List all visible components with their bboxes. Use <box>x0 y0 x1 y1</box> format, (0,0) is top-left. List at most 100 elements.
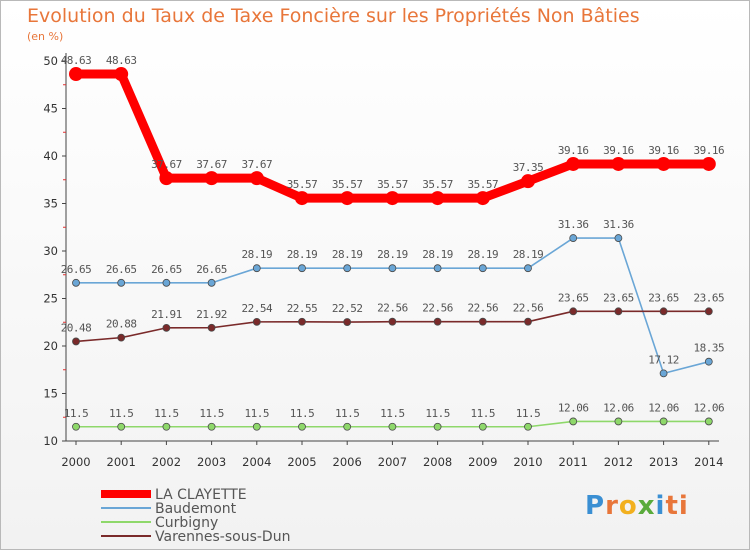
data-point <box>569 307 578 316</box>
data-point <box>656 156 671 171</box>
x-tick-label: 2014 <box>694 455 723 469</box>
data-label: 12.06 <box>693 401 724 414</box>
data-label: 39.16 <box>558 144 589 157</box>
data-point <box>704 417 713 426</box>
x-tick-label: 2009 <box>468 455 497 469</box>
data-point <box>385 191 400 206</box>
data-label: 11.5 <box>290 407 315 420</box>
legend-label: LA CLAYETTE <box>155 487 247 503</box>
data-label: 22.56 <box>422 302 453 315</box>
data-label: 11.5 <box>425 407 450 420</box>
data-point <box>433 422 442 431</box>
data-point <box>478 422 487 431</box>
data-label: 37.35 <box>513 161 544 174</box>
data-point <box>252 317 261 326</box>
data-point <box>524 264 532 273</box>
proxiti-logo: Proxiti <box>585 491 689 521</box>
data-label: 28.19 <box>377 248 408 261</box>
data-point <box>204 171 219 186</box>
data-label: 11.5 <box>516 407 541 420</box>
data-point <box>475 191 490 206</box>
x-tick-label: 2010 <box>513 455 542 469</box>
data-label: 31.36 <box>558 218 589 231</box>
data-point <box>524 317 532 326</box>
data-label: 21.92 <box>196 308 227 321</box>
x-tick-label: 2002 <box>152 455 181 469</box>
data-point <box>433 317 442 326</box>
data-label: 11.5 <box>245 407 270 420</box>
data-label: 26.65 <box>106 263 137 276</box>
data-point <box>252 264 261 273</box>
data-label: 22.56 <box>513 302 544 315</box>
y-tick-label: 50 <box>43 54 58 68</box>
data-label: 22.56 <box>377 302 408 315</box>
legend-label: Varennes-sous-Dun <box>155 529 290 545</box>
data-point <box>207 422 216 431</box>
x-tick-label: 2000 <box>61 455 90 469</box>
data-point <box>569 417 578 426</box>
data-point <box>524 422 532 431</box>
data-label: 22.56 <box>467 302 498 315</box>
data-point <box>162 323 171 332</box>
data-label: 26.65 <box>61 263 92 276</box>
data-point <box>614 417 623 426</box>
y-tick-label: 20 <box>43 339 58 353</box>
data-label: 35.57 <box>332 178 363 191</box>
data-label: 37.67 <box>196 158 227 171</box>
data-point <box>388 317 397 326</box>
data-label: 28.19 <box>287 248 318 261</box>
data-point <box>614 234 623 242</box>
data-label: 22.54 <box>241 302 272 315</box>
x-tick-label: 2011 <box>559 455 588 469</box>
data-point <box>207 323 216 332</box>
data-point <box>117 333 126 342</box>
y-tick-label: 35 <box>43 197 58 211</box>
data-label: 18.35 <box>693 342 724 355</box>
data-label: 39.16 <box>693 144 724 157</box>
data-point <box>433 264 442 273</box>
data-point <box>252 422 261 431</box>
data-point <box>478 317 487 326</box>
data-label: 11.5 <box>335 407 360 420</box>
data-label: 37.67 <box>151 158 182 171</box>
data-point <box>117 422 126 431</box>
x-tick-label: 2004 <box>242 455 271 469</box>
data-label: 39.16 <box>603 144 634 157</box>
data-label: 35.57 <box>422 178 453 191</box>
data-label: 11.5 <box>471 407 496 420</box>
data-label: 22.52 <box>332 302 363 315</box>
data-label: 11.5 <box>109 407 134 420</box>
data-label: 23.65 <box>603 291 634 304</box>
x-tick-label: 2008 <box>423 455 452 469</box>
data-label: 22.55 <box>287 302 318 315</box>
data-point <box>430 191 445 206</box>
x-tick-label: 2001 <box>107 455 136 469</box>
data-point <box>388 264 397 273</box>
data-label: 12.06 <box>648 401 679 414</box>
y-tick-label: 15 <box>43 387 58 401</box>
data-label: 11.5 <box>380 407 405 420</box>
data-point <box>388 422 397 431</box>
data-label: 48.63 <box>61 54 92 67</box>
data-point <box>159 171 174 186</box>
data-point <box>249 171 264 186</box>
data-point <box>521 174 535 189</box>
y-tick-label: 25 <box>43 292 58 306</box>
x-tick-label: 2005 <box>287 455 316 469</box>
x-tick-label: 2006 <box>333 455 362 469</box>
chart-subtitle: (en %) <box>27 30 64 43</box>
data-label: 35.57 <box>467 178 498 191</box>
x-tick-label: 2007 <box>378 455 407 469</box>
x-tick-label: 2013 <box>649 455 678 469</box>
data-point <box>704 307 713 316</box>
data-label: 48.63 <box>106 54 137 67</box>
data-point <box>295 191 309 206</box>
data-point <box>207 278 216 287</box>
data-label: 21.91 <box>151 308 182 321</box>
data-point <box>298 422 306 431</box>
data-label: 23.65 <box>648 291 679 304</box>
data-label: 20.88 <box>106 318 137 331</box>
data-label: 39.16 <box>648 144 679 157</box>
data-point <box>659 417 668 426</box>
